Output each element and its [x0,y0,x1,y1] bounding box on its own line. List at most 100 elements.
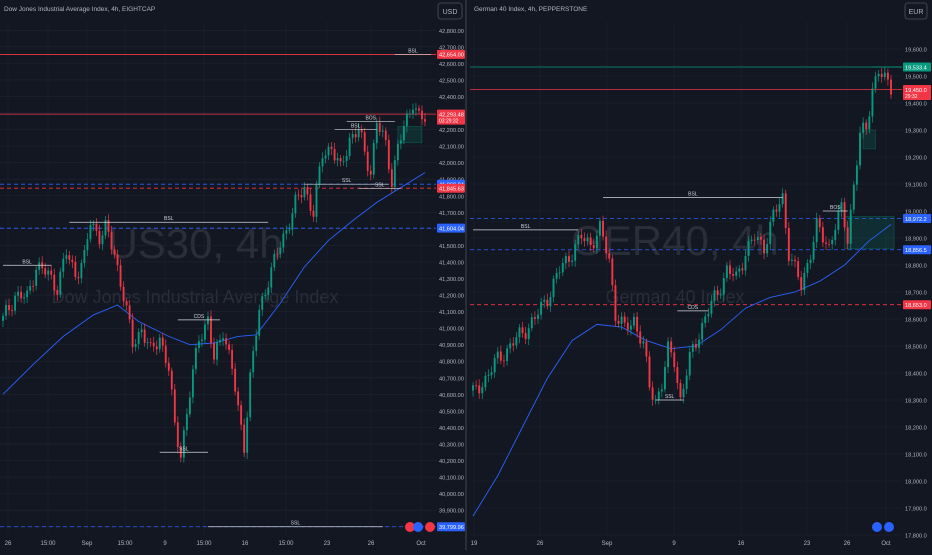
candle-body [125,301,128,306]
candle-body [490,372,493,376]
us30-currency-button[interactable]: USD [437,2,463,20]
candle-body [747,240,750,256]
candle-body [862,122,865,133]
candle-body [886,72,889,80]
candle-body [273,253,276,268]
candle-body [381,130,384,132]
us30-flag-icon-2[interactable] [413,522,423,532]
candle-body [342,161,345,162]
candle-body [691,344,694,352]
candle-body [543,299,546,302]
candle-body [369,170,372,175]
candle-body [707,313,710,317]
ger40-time-axis[interactable]: 19 26 Sep 9 16 23 26 Oct [471,541,891,547]
ger40-currency-label[interactable]: EUR [909,9,924,16]
candle-body [50,270,53,275]
candle-body [701,323,704,340]
candle-body [53,274,56,291]
us30-zones [397,126,423,144]
ger40-axis-icons[interactable] [872,522,894,532]
candle-body [694,344,697,348]
candle-body [264,295,267,297]
candle-body [815,218,818,243]
candle-body [756,236,759,241]
candle-body [784,193,787,228]
ger40-flag-icon[interactable] [872,522,882,532]
candle-body [47,270,50,275]
candle-body [763,239,766,254]
ger40-level-badges: 19,533.4 19,450.029:32 18,972.2 18,856.5 18,… [903,62,931,310]
us30-event-icon[interactable] [425,522,435,532]
candle-body [729,265,731,275]
candle-body [415,108,417,110]
time-tick-label: Oct [881,541,891,547]
us30-axis-icons[interactable] [405,522,435,532]
price-tick-label: 19,000.0 [905,210,927,216]
candle-body [738,268,741,272]
us30-time-axis[interactable]: 26 15:00 Sep 15:00 9 15:00 16 15:00 23 26 Oct [5,541,426,547]
ger40-event-icon[interactable] [884,522,894,532]
candle-body [812,242,815,260]
candle-body [682,388,685,398]
ger40-zones [844,129,895,250]
structure-label: SSL [342,178,352,184]
candle-body [29,285,32,291]
candle-body [74,261,77,278]
us30-price-axis[interactable]: 42,800.00 42,700.00 42,600.00 42,500.00 42,4… [439,29,464,531]
ger40-chart-pane[interactable]: GER40, 4h German 40 Index BSLBSLBOSCDSSS… [470,2,931,547]
candle-body [140,329,143,333]
candle-body [80,262,83,279]
candle-body [234,368,237,392]
candle-body [806,263,809,273]
ger40-level-lines [470,66,902,306]
candle-body [176,422,179,448]
candle-body [639,331,642,344]
ger40-price-axis[interactable]: 19,600.0 19,500.0 19,400.0 19,300.0 19,200.0… [905,48,927,540]
us30-currency-label[interactable]: USD [443,9,458,16]
time-tick-label: 16 [738,541,745,547]
price-tick-label: 19,500.0 [905,75,927,81]
us30-chart-title: Dow Jones Industrial Average Index, 4h, … [4,6,155,13]
candle-body [122,286,125,302]
structure-label: BOS [830,205,841,211]
candle-body [158,337,161,350]
candle-body [722,278,725,295]
time-tick-label: 19 [471,541,478,547]
candle-body [282,233,285,248]
candle-body [883,72,886,77]
candle-body [475,385,478,387]
price-level-label: 18,856.5 [905,248,927,254]
candle-body [859,132,861,166]
order-block-zone [397,126,423,144]
candle-body [213,342,215,360]
ger40-currency-button[interactable]: EUR [904,2,928,20]
candle-body [32,285,35,287]
candle-body [182,430,185,458]
candle-body [240,405,243,425]
candle-body [493,358,496,373]
candle-body [506,348,509,362]
structure-label: SSL [179,446,189,452]
price-tick-label: 41,000.00 [439,327,464,333]
candle-body [201,339,203,342]
price-tick-label: 41,100.00 [439,310,464,316]
price-tick-label: 41,800.00 [439,194,464,200]
price-tick-label: 40,800.00 [439,360,464,366]
us30-flag-icon[interactable] [405,522,415,532]
time-tick-label: 9 [163,541,167,547]
us30-level-badges: 42,654.0042,293.4803:29:3241,869.8441,84… [437,49,465,532]
candle-body [744,255,747,271]
candle-body [77,277,80,279]
candle-body [831,240,834,245]
candle-body [778,204,781,212]
ger40-currency-box[interactable] [904,2,928,20]
candle-body [769,221,772,245]
candle-body [188,397,191,415]
us30-currency-box[interactable] [437,2,463,20]
us30-chart-pane[interactable]: US30, 4h Dow Jones Industrial Average In… [0,2,465,547]
price-level-badge [903,85,931,100]
price-tick-label: 41,400.00 [439,260,464,266]
candle-body [131,319,134,348]
price-level-badge [903,245,931,255]
